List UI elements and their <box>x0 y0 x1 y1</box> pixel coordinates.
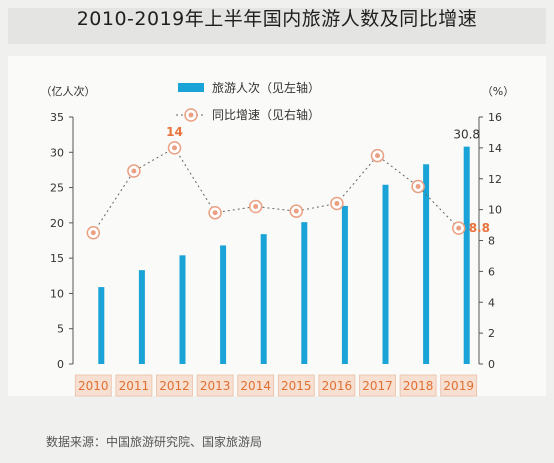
left-tick-label: 35 <box>50 111 64 124</box>
line-group <box>86 141 466 240</box>
right-tick-label: 6 <box>488 265 495 278</box>
chart-axes: （亿人次） （%） 0 5 10 15 20 25 30 35 0 2 4 6 8 10 12 14 16 <box>41 84 515 371</box>
growth-marker <box>212 210 218 216</box>
category-box <box>440 374 478 397</box>
category-labels: 2010 2011 2012 2013 2014 2015 2016 2017 2018 2019 <box>74 374 478 397</box>
category-label: 2019 <box>443 379 474 393</box>
bar <box>382 184 389 364</box>
category-label: 2010 <box>78 379 109 393</box>
growth-marker <box>334 200 340 206</box>
category-box <box>277 374 315 397</box>
left-tick-label: 0 <box>57 358 64 371</box>
growth-marker <box>293 208 299 214</box>
category-box <box>156 374 193 397</box>
category-box <box>237 374 275 397</box>
category-label: 2015 <box>281 379 312 393</box>
category-box <box>318 374 356 397</box>
category-label: 2012 <box>159 379 190 393</box>
growth-marker <box>90 230 96 236</box>
right-tick-label: 4 <box>488 296 495 309</box>
legend-line-label: 同比增速（见右轴） <box>212 107 320 122</box>
left-axis-title: （亿人次） <box>41 84 96 98</box>
bar <box>260 234 267 364</box>
right-tick-label: 16 <box>488 111 502 124</box>
growth-marker <box>172 145 177 151</box>
category-box <box>399 374 437 397</box>
right-tick-label: 8 <box>488 235 495 248</box>
chart-title: 2010-2019年上半年国内旅游人数及同比增速 <box>76 8 478 30</box>
bar <box>138 270 145 364</box>
category-box <box>115 374 153 397</box>
left-tick-label: 5 <box>57 323 64 336</box>
right-tick-label: 12 <box>488 173 502 186</box>
data-labels: 14 30.8 8.8 <box>166 125 490 235</box>
legend-marker <box>188 112 194 118</box>
bar <box>463 146 470 364</box>
category-label: 2011 <box>119 379 150 393</box>
category-box <box>196 374 234 397</box>
growth-marker <box>415 183 421 189</box>
right-axis-title: （%） <box>482 85 514 98</box>
category-label: 2017 <box>362 379 393 393</box>
growth-marker <box>456 225 462 231</box>
bar <box>220 245 227 364</box>
category-box <box>359 374 396 397</box>
right-tick-label: 0 <box>488 358 495 371</box>
bar <box>423 164 430 364</box>
bar <box>179 255 186 364</box>
data-label: 14 <box>166 125 183 139</box>
growth-marker <box>131 168 137 174</box>
right-tick-label: 14 <box>488 142 502 155</box>
category-label: 2018 <box>403 379 434 393</box>
bar <box>98 287 105 364</box>
source-note: 数据来源：中国旅游研究院、国家旅游局 <box>46 435 263 449</box>
data-label: 30.8 <box>453 128 480 142</box>
title-bar <box>8 8 546 44</box>
data-label: 8.8 <box>469 221 490 235</box>
left-tick-label: 25 <box>50 182 64 195</box>
left-tick-label: 10 <box>50 287 64 300</box>
category-label: 2013 <box>200 379 231 393</box>
left-tick-label: 30 <box>50 146 64 159</box>
growth-marker <box>375 153 380 159</box>
bar <box>341 205 348 364</box>
legend-bar-swatch <box>178 83 204 92</box>
bars-group <box>98 146 470 364</box>
category-box <box>74 374 112 397</box>
category-label: 2014 <box>240 379 271 393</box>
category-label: 2016 <box>322 379 353 393</box>
growth-line <box>92 147 460 234</box>
bar <box>301 222 308 364</box>
right-tick-label: 2 <box>488 327 495 340</box>
legend-bar-label: 旅游人次（见左轴） <box>212 80 320 95</box>
right-tick-label: 10 <box>488 204 502 217</box>
left-tick-label: 15 <box>50 252 64 265</box>
growth-marker <box>253 204 259 210</box>
left-tick-label: 20 <box>50 217 64 230</box>
legend: 旅游人次（见左轴） 同比增速（见右轴） <box>176 80 320 122</box>
